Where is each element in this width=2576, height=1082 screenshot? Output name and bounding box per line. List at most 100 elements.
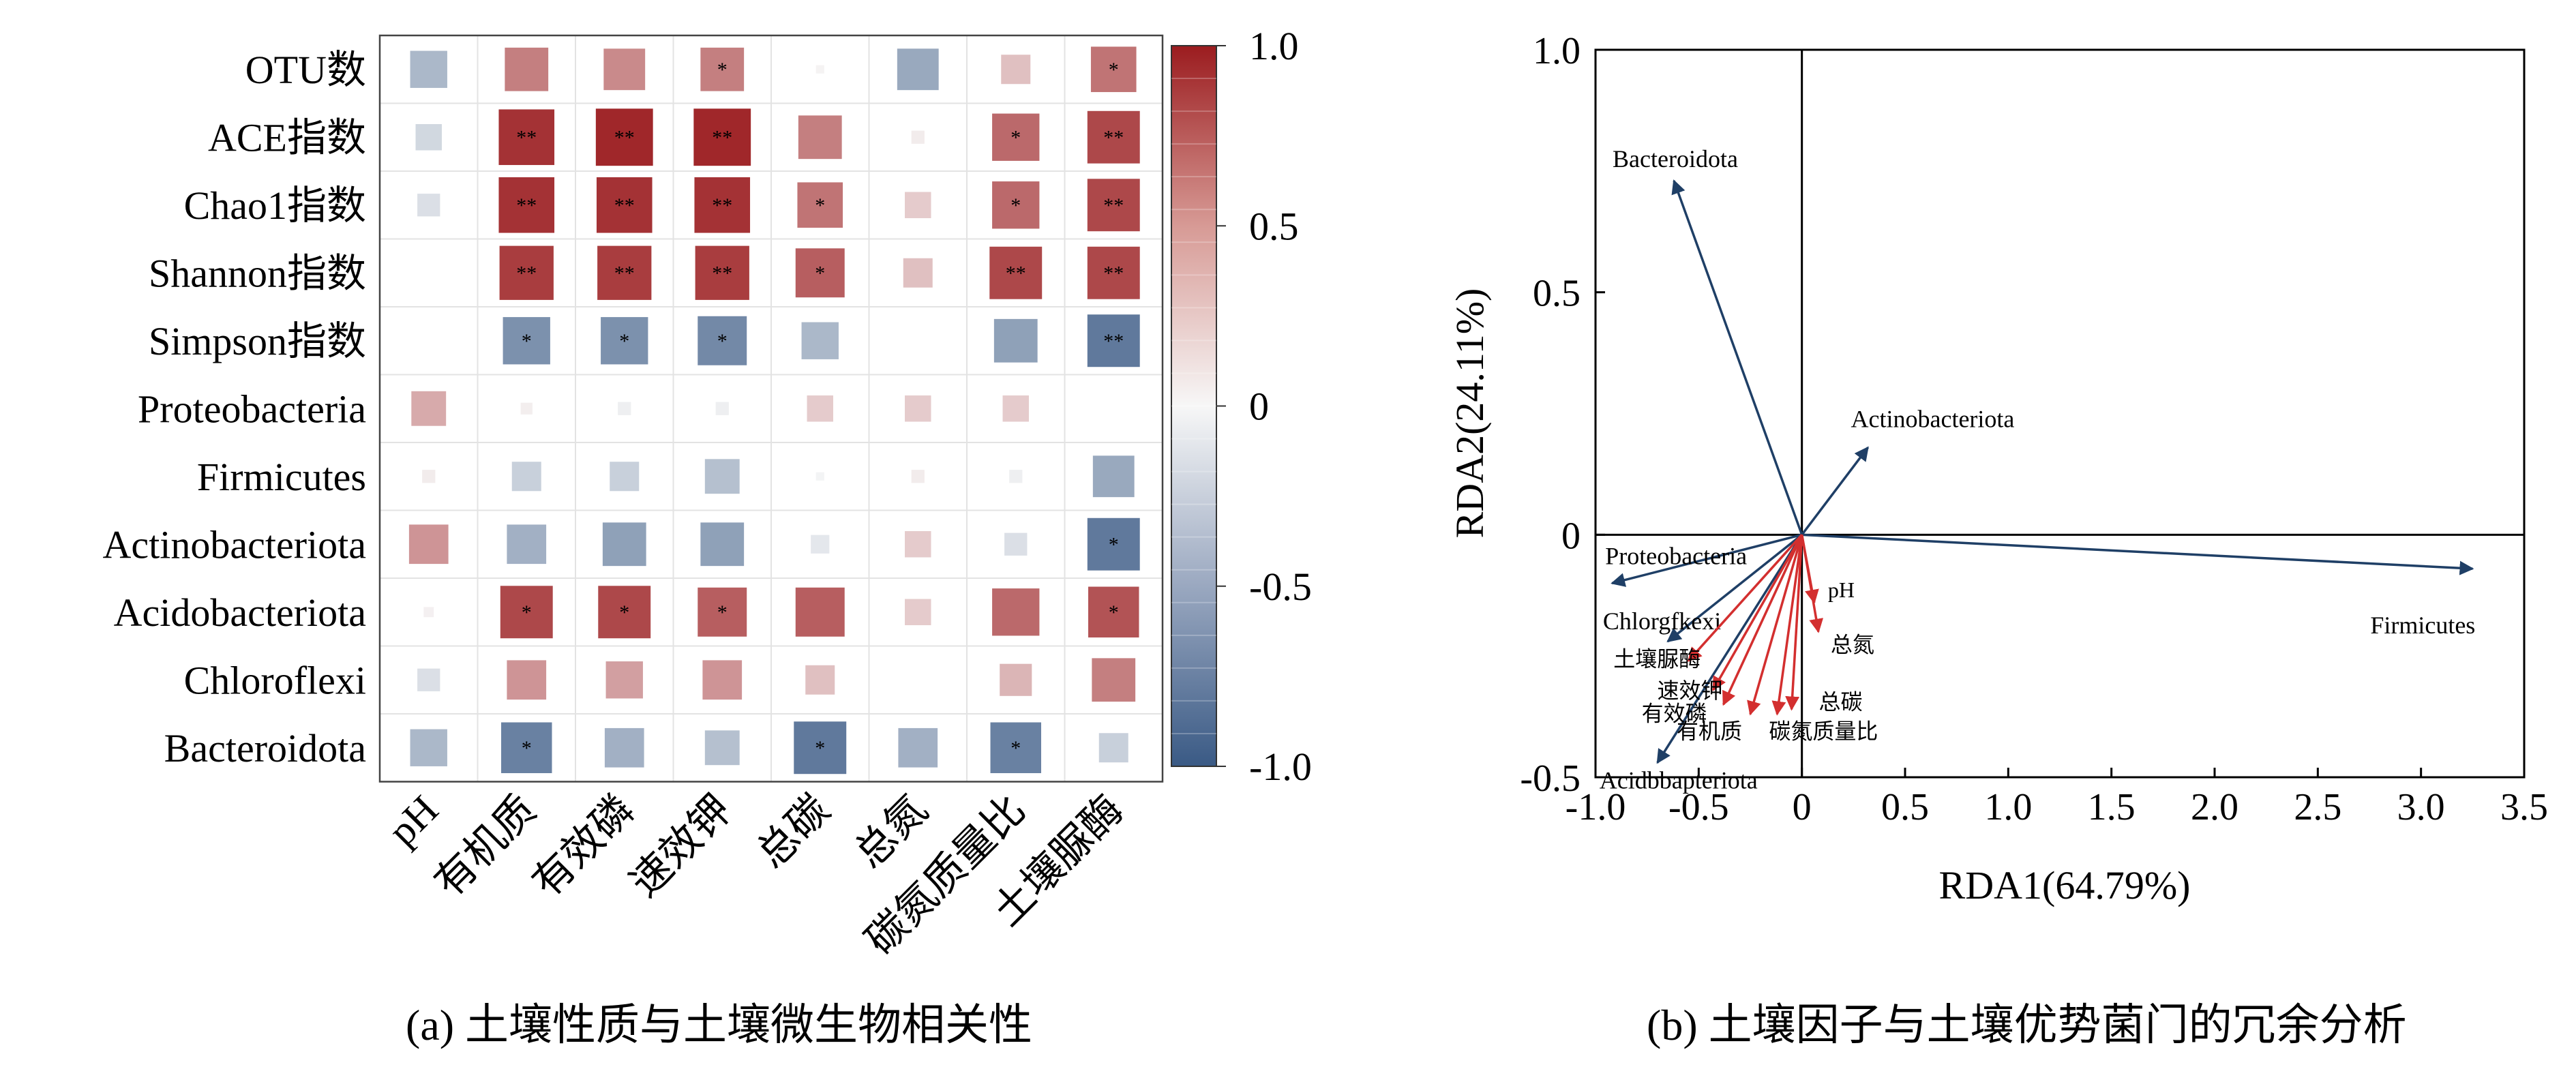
rda-y-tick-label: 0.5 xyxy=(1533,273,1581,315)
heatmap-cell xyxy=(503,317,550,365)
heatmap-cell xyxy=(1000,663,1032,696)
rda-x-tick-label: -0.5 xyxy=(1668,786,1729,828)
heatmap-cell xyxy=(1009,470,1023,483)
heatmap-cell xyxy=(410,729,447,766)
significance-mark: ** xyxy=(516,262,537,284)
environment-label: 总碳 xyxy=(1819,689,1863,714)
heatmap-cell xyxy=(415,124,442,151)
environment-arrow xyxy=(1800,535,1824,633)
heatmap-cell xyxy=(989,246,1043,299)
caption-a: (a) 土壤性质与土壤微生物相关性 xyxy=(406,1001,1032,1049)
colorbar-tick-label: 1.0 xyxy=(1249,24,1299,68)
environment-label: 土壤脲酶 xyxy=(1613,646,1701,671)
heatmap-cell xyxy=(700,522,745,567)
rda-axis-ticks: -1.0 -0.5 0 0.5 1.0 1.5 2.0 2.5 3.0 3.51.00.50-0.… xyxy=(1520,30,2548,828)
heatmap-cell xyxy=(794,721,847,775)
heatmap-cell xyxy=(1092,455,1135,498)
environment-label: 有机质 xyxy=(1677,719,1742,744)
heatmap-cell xyxy=(715,402,729,415)
heatmap-cell xyxy=(905,395,931,422)
heatmap-cell xyxy=(811,535,830,554)
significance-mark: ** xyxy=(1103,126,1124,149)
significance-mark: ** xyxy=(1103,194,1124,217)
heatmap-cell xyxy=(905,192,931,218)
heatmap-cell xyxy=(597,245,652,300)
heatmap-cell xyxy=(807,395,833,422)
heatmap-cell xyxy=(1001,55,1031,85)
environment-arrow xyxy=(1687,534,1803,662)
heatmap-column-label: 总氮 xyxy=(846,787,936,877)
heatmap-cell xyxy=(992,588,1040,636)
significance-mark: ** xyxy=(516,126,537,149)
heatmap-column-label: 速效钾 xyxy=(622,787,740,905)
heatmap-row-label: Chao1指数 xyxy=(184,183,366,228)
rda-panel: -1.0 -0.5 0 0.5 1.0 1.5 2.0 2.5 3.0 3.51.00.50-0.… xyxy=(1448,30,2548,1049)
heatmap-cell xyxy=(898,727,938,768)
heatmap-cell xyxy=(698,316,747,365)
heatmap-column-label: pH xyxy=(380,787,447,854)
significance-mark: * xyxy=(717,59,728,81)
colorbar-tick-label: -0.5 xyxy=(1249,565,1312,609)
species-arrow xyxy=(1656,534,1803,764)
heatmap-cell xyxy=(499,245,554,300)
species-arrow xyxy=(1801,533,2474,575)
heatmap-cell xyxy=(1090,46,1137,93)
heatmap-cell xyxy=(618,402,631,415)
heatmap-cell xyxy=(610,462,640,492)
rda-y-tick-label: 0 xyxy=(1561,515,1581,557)
rda-plot-frame xyxy=(1594,48,2526,779)
heatmap-cell xyxy=(897,48,939,91)
significance-mark: * xyxy=(1010,194,1021,217)
rda-y-tick-label: 1.0 xyxy=(1533,30,1581,72)
heatmap-cell xyxy=(507,524,547,565)
heatmap-cell xyxy=(1087,314,1140,367)
heatmap-column-label: 有机质 xyxy=(426,787,545,905)
significance-mark: * xyxy=(815,262,825,284)
heatmap-cell xyxy=(605,661,643,699)
significance-mark: ** xyxy=(614,126,635,149)
significance-mark: * xyxy=(619,330,629,352)
significance-mark: ** xyxy=(614,262,635,284)
significance-mark: * xyxy=(815,737,825,760)
heatmap-cell xyxy=(498,177,555,233)
heatmap-cell xyxy=(815,65,824,74)
heatmap-cell xyxy=(598,586,651,639)
heatmap-cell xyxy=(500,586,553,639)
significance-mark: * xyxy=(522,330,532,352)
heatmap-cell xyxy=(903,258,933,288)
heatmap-cell xyxy=(795,587,845,637)
significance-mark: * xyxy=(1109,59,1119,81)
heatmap-cell xyxy=(1087,517,1140,571)
heatmap-row-labels: OTU数 ACE指数 Chao1指数 Shannon指数 Simpson指数 Proteo… xyxy=(103,48,367,770)
heatmap-cell xyxy=(905,531,931,558)
heatmap-row-label: Chloroflexi xyxy=(184,658,366,702)
heatmap-cell xyxy=(695,245,749,300)
heatmap-cell xyxy=(805,665,835,695)
heatmap-row-label: Simpson指数 xyxy=(149,319,366,363)
environment-label: 有效磷 xyxy=(1642,701,1707,725)
heatmap-cell xyxy=(1004,532,1028,556)
species-label: Actinobacteriota xyxy=(1851,405,2015,432)
significance-mark: * xyxy=(619,601,629,624)
heatmap-cell xyxy=(596,177,653,233)
caption-b: (b) 土壤因子与土壤优势菌门的冗余分析 xyxy=(1647,1001,2407,1049)
heatmap-cell xyxy=(704,730,740,766)
heatmap-cell xyxy=(410,50,447,88)
significance-mark: * xyxy=(717,330,728,352)
heatmap-cell xyxy=(411,391,447,426)
species-label: Acidbbapteriota xyxy=(1600,767,1758,794)
heatmap-cell xyxy=(1087,179,1140,232)
heatmap-cell xyxy=(911,470,925,483)
significance-mark: ** xyxy=(1103,262,1124,284)
rda-y-axis-label: RDA2(24.11%) xyxy=(1448,288,1492,539)
environment-label: 碳氮质量比 xyxy=(1769,719,1878,744)
significance-mark: ** xyxy=(1006,262,1026,284)
rda-x-tick-label: 0 xyxy=(1793,786,1812,828)
significance-mark: * xyxy=(1010,737,1021,760)
heatmap-cell xyxy=(601,317,648,365)
significance-mark: * xyxy=(815,194,825,217)
rda-x-tick-label: 2.5 xyxy=(2294,786,2341,828)
colorbar-tick-label: 0.5 xyxy=(1249,204,1299,248)
heatmap-row-label: Acidobacteriota xyxy=(114,590,366,635)
